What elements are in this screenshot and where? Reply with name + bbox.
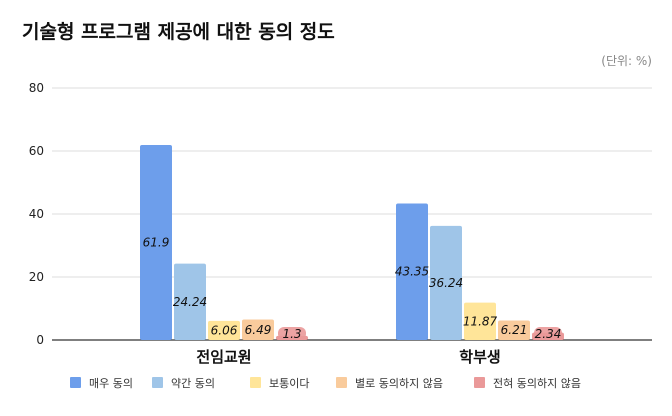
data-label: 6.49 — [245, 323, 272, 337]
bar — [396, 203, 428, 340]
bar — [140, 145, 172, 340]
legend-swatch — [336, 377, 347, 388]
legend-swatch — [250, 377, 261, 388]
chart-title: 기술형 프로그램 제공에 대한 동의 정도 — [22, 21, 335, 43]
legend-swatch — [474, 377, 485, 388]
x-category-label: 학부생 — [459, 348, 500, 366]
data-label: 11.87 — [463, 314, 498, 328]
bar — [430, 225, 462, 340]
y-tick-label: 0 — [36, 333, 44, 347]
bar — [174, 263, 206, 340]
x-category-label: 전임교원 — [196, 348, 251, 366]
y-tick-label: 60 — [29, 144, 44, 158]
bar — [498, 320, 530, 340]
legend-label: 별로 동의하지 않음 — [355, 376, 443, 390]
legend-label: 약간 동의 — [171, 376, 215, 390]
data-label: 36.24 — [429, 276, 463, 290]
legend-label: 보통이다 — [269, 377, 309, 390]
legend-label: 전혀 동의하지 않음 — [493, 376, 581, 390]
bar — [464, 302, 496, 340]
data-label: 6.06 — [211, 323, 238, 337]
y-tick-label: 40 — [29, 207, 44, 221]
data-label: 61.9 — [143, 236, 170, 250]
data-label: 43.35 — [395, 265, 429, 279]
y-tick-label: 20 — [29, 270, 44, 284]
legend-swatch — [152, 377, 163, 388]
y-tick-label: 80 — [29, 81, 44, 95]
data-label: 1.3 — [282, 327, 301, 341]
unit-note: (단위: %) — [601, 54, 652, 68]
legend-swatch — [70, 377, 81, 388]
data-label: 2.34 — [535, 327, 562, 341]
bar — [242, 319, 274, 340]
data-label-bg — [278, 327, 306, 340]
legend-label: 매우 동의 — [89, 377, 133, 390]
bar — [208, 320, 240, 340]
data-label: 6.21 — [501, 323, 528, 337]
data-label-bg — [534, 327, 562, 340]
data-label: 24.24 — [173, 295, 207, 309]
